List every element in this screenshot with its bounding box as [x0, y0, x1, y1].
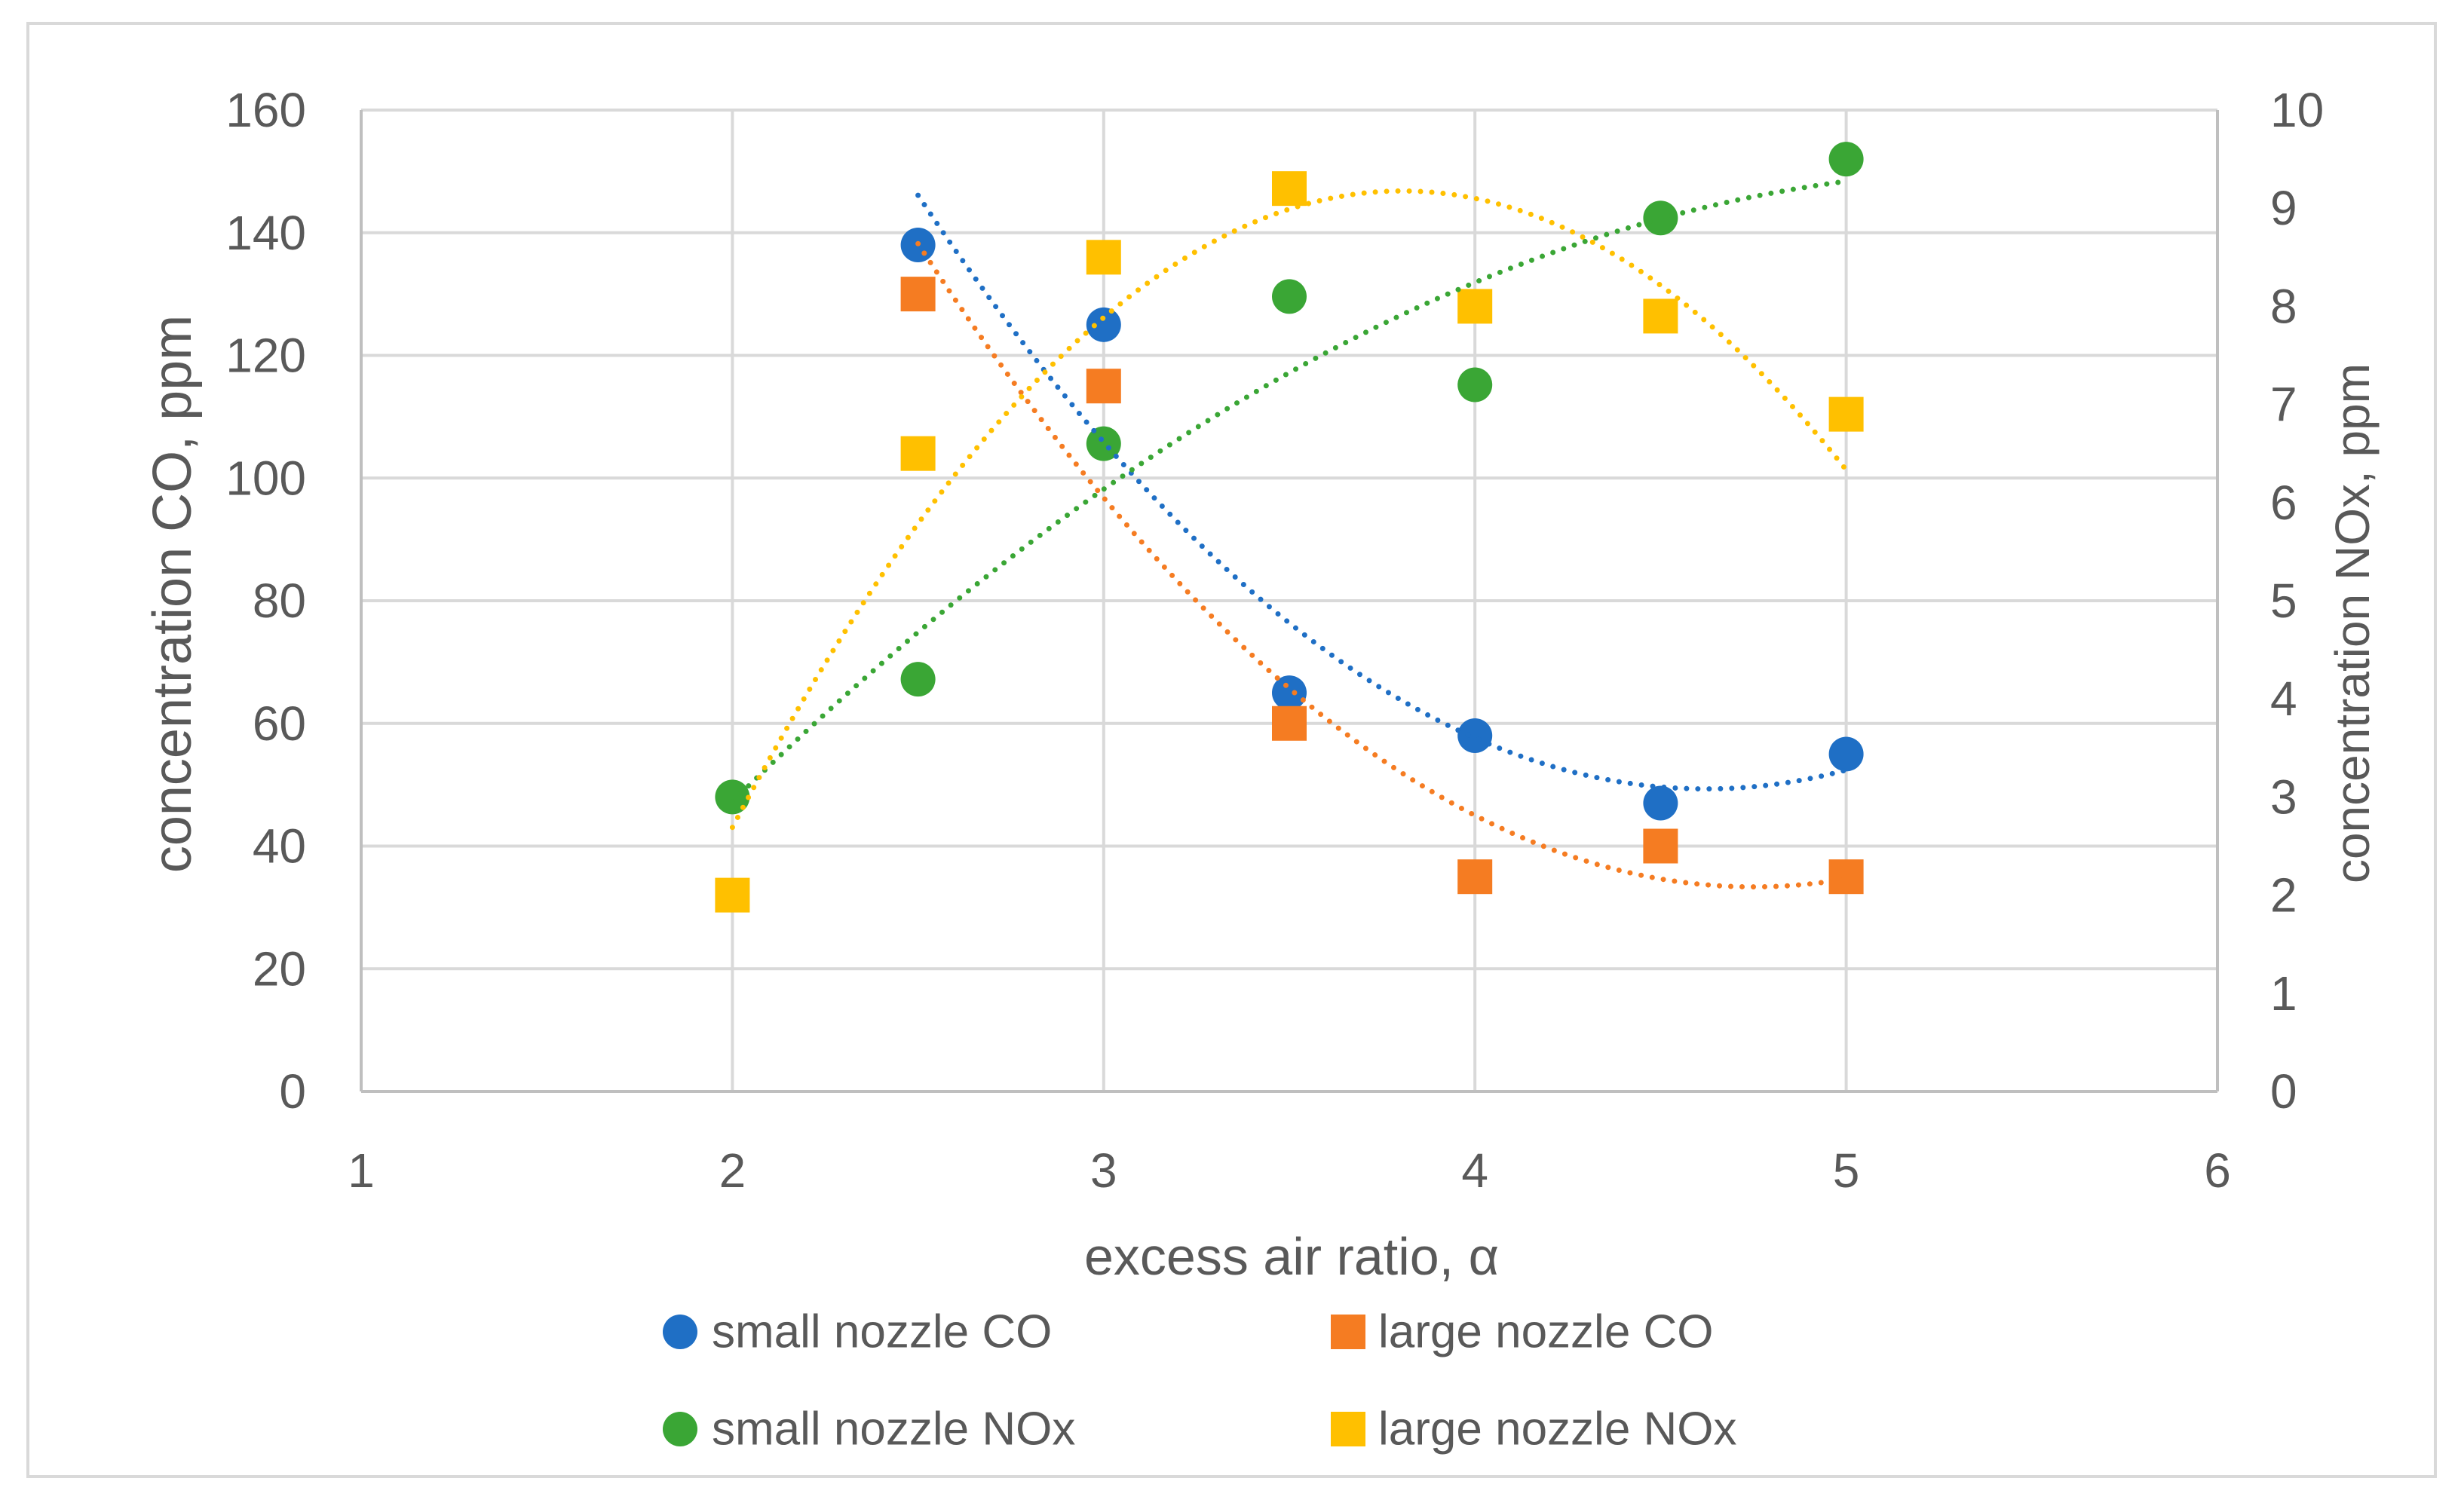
x-tick-label: 2 — [719, 1143, 746, 1198]
data-point-small-nozzle-co — [1457, 718, 1493, 754]
x-tick-label: 3 — [1090, 1143, 1117, 1198]
y-tick-label: 60 — [253, 696, 306, 751]
axis-lines — [360, 110, 2219, 1093]
data-point-small-nozzle-co — [1272, 675, 1307, 711]
data-point-large-nozzle-nox — [715, 877, 750, 913]
trendline-large-nozzle-nox — [729, 188, 1850, 831]
y2-tick-label: 1 — [2270, 966, 2297, 1021]
data-point-small-nozzle-co — [1643, 785, 1678, 821]
y2-tick-label: 7 — [2270, 378, 2297, 432]
y-tick-label: 140 — [225, 206, 306, 260]
data-point-large-nozzle-co — [1828, 859, 1864, 895]
data-point-large-nozzle-co — [1086, 369, 1121, 404]
y2-tick-label: 9 — [2270, 181, 2297, 235]
trendline-small-nozzle-co — [915, 192, 1850, 792]
y2-tick-label: 2 — [2270, 868, 2297, 923]
chart-frame — [26, 22, 2437, 1478]
data-point-large-nozzle-co — [1457, 859, 1493, 895]
legend-label: large nozzle NOx — [1378, 1403, 1737, 1455]
x-axis-title: excess air ratio, α — [1084, 1227, 1499, 1286]
x-tick-label: 6 — [2204, 1143, 2231, 1198]
data-point-large-nozzle-nox — [1457, 289, 1493, 324]
legend-label: small nozzle NOx — [712, 1403, 1075, 1455]
legend-item-small-nozzle-co: small nozzle CO — [663, 1306, 1052, 1358]
x-tick-label: 1 — [348, 1143, 375, 1198]
data-point-large-nozzle-co — [900, 277, 936, 312]
y2-tick-label: 8 — [2270, 279, 2297, 333]
y2-axis-title: concentration NOx, ppm — [2325, 363, 2380, 883]
data-point-small-nozzle-co — [1086, 307, 1121, 342]
trendlines — [729, 179, 1850, 890]
y2-tick-label: 3 — [2270, 770, 2297, 824]
data-point-small-nozzle-co — [1828, 736, 1864, 772]
y-tick-label: 120 — [225, 329, 306, 383]
legend-circle-marker-icon — [663, 1412, 697, 1446]
data-point-small-nozzle-nox — [900, 662, 936, 697]
legend-label: large nozzle CO — [1378, 1306, 1714, 1358]
y-tick-label: 160 — [225, 83, 306, 137]
y2-tick-label: 10 — [2270, 83, 2324, 137]
legend-square-marker-icon — [1331, 1412, 1365, 1446]
y-tick-label: 40 — [253, 819, 306, 874]
y2-tick-label: 5 — [2270, 574, 2297, 628]
data-point-large-nozzle-co — [1272, 705, 1307, 741]
data-point-large-nozzle-nox — [900, 436, 936, 471]
x-tick-label: 5 — [1833, 1143, 1860, 1198]
legend: small nozzle CO large nozzle CO small no… — [663, 1306, 1737, 1455]
data-point-large-nozzle-co — [1643, 828, 1678, 864]
data-points — [715, 142, 1864, 913]
legend-item-large-nozzle-nox: large nozzle NOx — [1331, 1403, 1737, 1455]
legend-item-small-nozzle-nox: small nozzle NOx — [663, 1403, 1075, 1455]
y-tick-label: 80 — [253, 574, 306, 628]
y-axis-title: concentration CO, ppm — [143, 315, 203, 873]
y2-tick-label: 0 — [2270, 1064, 2297, 1119]
data-point-small-nozzle-nox — [1828, 142, 1864, 177]
data-point-small-nozzle-nox — [1457, 367, 1493, 402]
legend-label: small nozzle CO — [712, 1306, 1052, 1358]
data-point-large-nozzle-nox — [1828, 396, 1864, 432]
x-tick-label: 4 — [1461, 1143, 1488, 1198]
data-point-large-nozzle-nox — [1643, 298, 1678, 334]
legend-item-large-nozzle-co: large nozzle CO — [1331, 1306, 1714, 1358]
y2-tick-label: 4 — [2270, 672, 2297, 726]
y-tick-label: 20 — [253, 941, 306, 996]
data-point-small-nozzle-nox — [1272, 279, 1307, 314]
y2-tick-label: 6 — [2270, 476, 2297, 530]
data-point-large-nozzle-nox — [1086, 240, 1121, 275]
data-point-large-nozzle-nox — [1272, 171, 1307, 207]
legend-square-marker-icon — [1331, 1315, 1365, 1349]
y-tick-label: 0 — [279, 1064, 306, 1119]
legend-circle-marker-icon — [663, 1315, 697, 1349]
trendline-small-nozzle-nox — [729, 179, 1850, 805]
y-tick-label: 100 — [225, 451, 306, 505]
data-point-small-nozzle-nox — [1086, 426, 1121, 461]
